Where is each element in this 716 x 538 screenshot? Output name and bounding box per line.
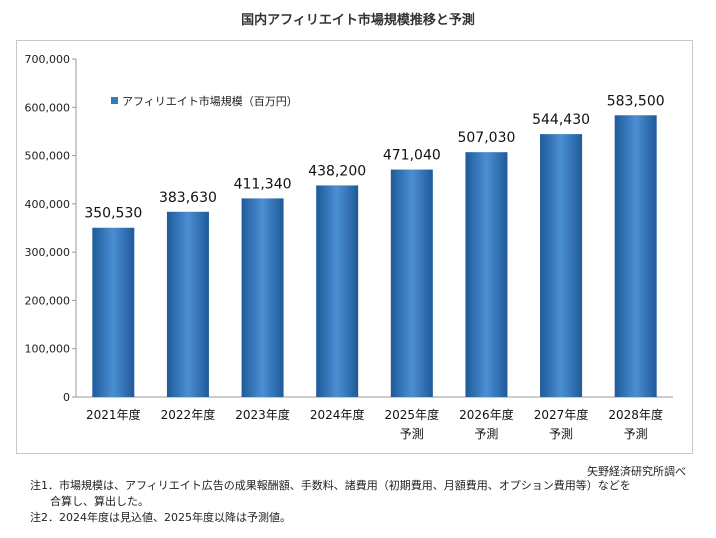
y-tick-label: 500,000 xyxy=(25,150,71,163)
legend-label: アフィリエイト市場規模（百万円） xyxy=(122,94,298,108)
y-tick-label: 100,000 xyxy=(25,343,71,356)
bar xyxy=(390,169,433,397)
category-label: 2024年度 xyxy=(310,407,365,422)
category-label: 2028年度 xyxy=(608,407,663,422)
data-label: 544,430 xyxy=(532,112,590,128)
footnote-1-continued: 合算し、算出した。 xyxy=(50,495,149,508)
chart-title: 国内アフィリエイト市場規模推移と予測 xyxy=(241,13,475,28)
y-tick-label: 200,000 xyxy=(25,294,71,307)
category-label: 2027年度 xyxy=(534,407,589,422)
category-label: 予測 xyxy=(549,427,573,441)
category-label: 予測 xyxy=(474,427,498,441)
footnotes: 注1．市場規模は、アフィリエイト広告の成果報酬額、手数料、諸費用（初期費用、月額… xyxy=(30,478,690,526)
bar xyxy=(465,152,508,397)
category-label: 予測 xyxy=(400,427,424,441)
bar xyxy=(540,134,583,397)
legend-swatch xyxy=(111,97,118,104)
bar xyxy=(316,185,359,397)
data-label: 583,500 xyxy=(607,93,665,109)
data-label: 350,530 xyxy=(84,206,142,222)
data-label: 411,340 xyxy=(234,176,292,192)
category-label: 2023年度 xyxy=(235,407,290,422)
data-label: 507,030 xyxy=(457,130,515,146)
data-label: 471,040 xyxy=(383,148,441,164)
footnote-2: 注2．2024年度は見込値、2025年度以降は予測値。 xyxy=(30,511,291,524)
category-label: 予測 xyxy=(624,427,648,441)
bar xyxy=(241,198,284,397)
category-label: 2025年度 xyxy=(385,407,440,422)
y-tick-label: 400,000 xyxy=(25,198,71,211)
bar xyxy=(614,115,657,397)
data-label: 438,200 xyxy=(308,163,366,179)
category-label: 2022年度 xyxy=(161,407,216,422)
category-label: 2021年度 xyxy=(86,407,141,422)
bar xyxy=(166,211,209,397)
data-label: 383,630 xyxy=(159,190,217,206)
y-tick-label: 600,000 xyxy=(25,101,71,114)
source-note: 矢野経済研究所調べ xyxy=(587,465,686,478)
y-tick-label: 0 xyxy=(63,391,70,404)
bar xyxy=(92,227,135,397)
y-tick-label: 300,000 xyxy=(25,246,71,259)
y-tick-label: 700,000 xyxy=(25,53,71,66)
footnote-1: 注1．市場規模は、アフィリエイト広告の成果報酬額、手数料、諸費用（初期費用、月額… xyxy=(30,479,631,492)
category-label: 2026年度 xyxy=(459,407,514,422)
